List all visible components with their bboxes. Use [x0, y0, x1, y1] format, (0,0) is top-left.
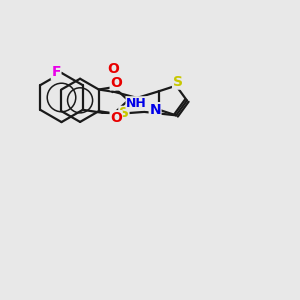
Text: S: S: [119, 106, 129, 120]
Text: S: S: [172, 75, 183, 89]
Text: N: N: [149, 103, 161, 117]
Text: F: F: [51, 65, 61, 79]
Text: O: O: [110, 76, 122, 90]
Text: O: O: [110, 111, 122, 125]
Text: NH: NH: [126, 97, 147, 110]
Text: O: O: [107, 61, 119, 76]
